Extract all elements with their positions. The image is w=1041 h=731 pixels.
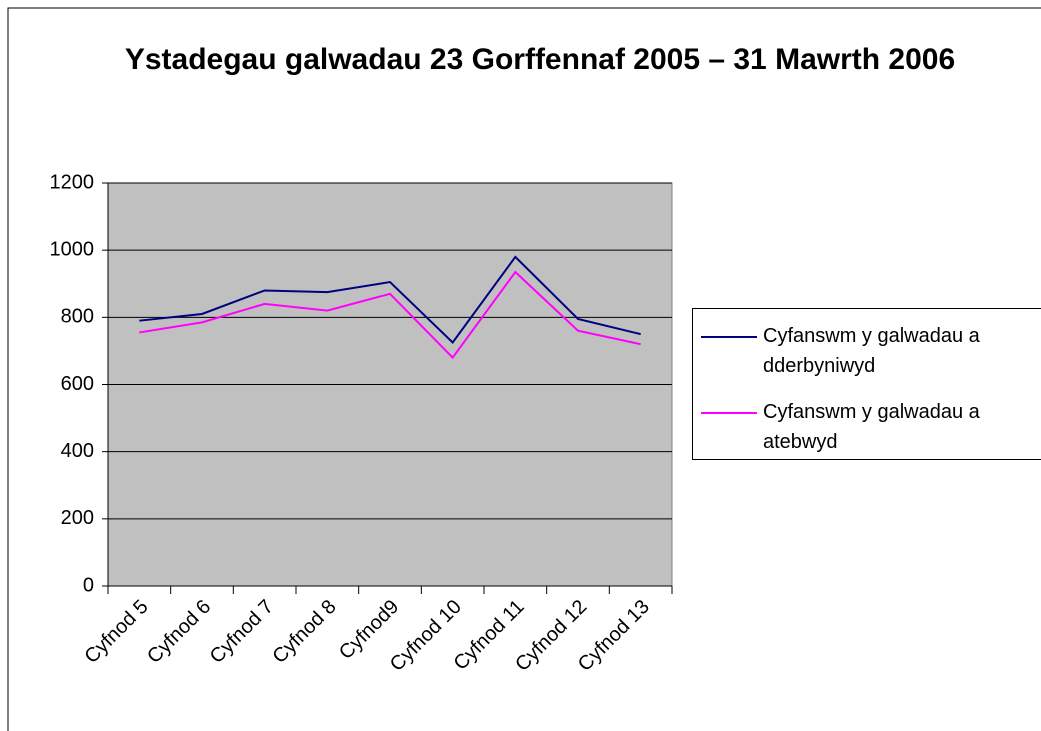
x-tick-label: Cyfnod 8: [268, 596, 340, 668]
legend: Cyfanswm y galwadau a dderbyniwyd Cyfansw…: [692, 308, 1041, 460]
y-tick-label: 1000: [50, 238, 95, 260]
y-tick-label: 800: [61, 306, 94, 328]
x-tick-label: Cyfnod 6: [143, 596, 215, 668]
x-tick-label: Cyfnod 7: [206, 596, 278, 668]
y-tick-label: 400: [61, 440, 94, 462]
x-tick-label: Cyfnod 5: [80, 596, 152, 668]
legend-swatch: [701, 412, 757, 414]
chart-title: Ystadegau galwadau 23 Gorffennaf 2005 – …: [124, 43, 956, 76]
legend-label: Cyfanswm y galwadau a atebwyd: [763, 401, 980, 453]
legend-entry: Cyfanswm y galwadau a atebwyd: [701, 397, 1041, 457]
series-line: [139, 255, 641, 345]
y-tick-label: 200: [61, 507, 94, 529]
y-tick-label: 1200: [50, 171, 95, 193]
legend-swatch: [701, 336, 757, 338]
y-tick-label: 600: [61, 373, 94, 395]
legend-entry: Cyfanswm y galwadau a dderbyniwyd: [701, 321, 1041, 381]
chart-border: [7, 7, 1041, 731]
series-line: [139, 270, 641, 360]
y-tick-label: 0: [83, 574, 94, 596]
legend-label: Cyfanswm y galwadau a dderbyniwyd: [763, 325, 980, 377]
